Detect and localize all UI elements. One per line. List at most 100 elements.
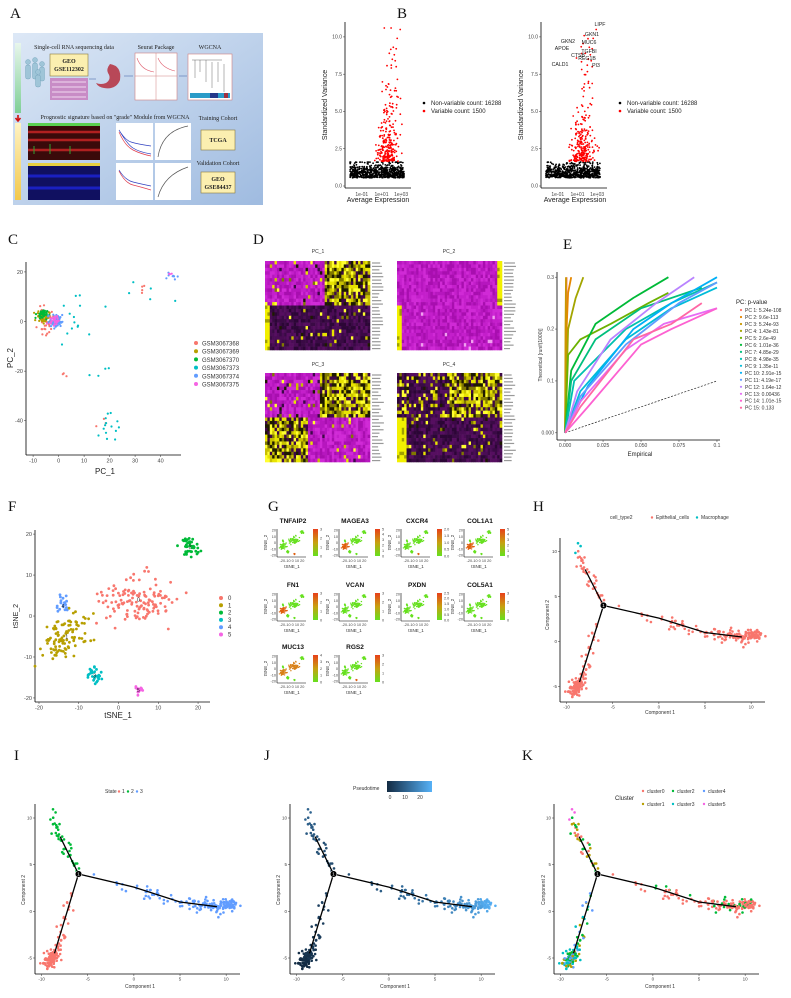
b-left-legend-variable: Variable count: 1500 bbox=[431, 109, 486, 115]
heatmap-cell bbox=[284, 396, 287, 401]
heatmap-cell bbox=[310, 373, 314, 377]
heatmap-cell bbox=[432, 264, 436, 269]
heatmap-cell bbox=[362, 278, 366, 282]
sample-point bbox=[132, 281, 135, 284]
heatmap-cell bbox=[459, 281, 462, 286]
heatmap-cell bbox=[401, 336, 405, 341]
heatmap-cell bbox=[461, 339, 465, 344]
heatmap-cell bbox=[420, 339, 424, 344]
legend-label: GSM3067374 bbox=[202, 374, 240, 380]
variable-gene-point bbox=[580, 45, 583, 48]
heatmap-cell bbox=[348, 329, 352, 334]
heatmap-cell bbox=[341, 332, 345, 337]
heatmap-cell bbox=[473, 264, 477, 269]
heatmap-cell bbox=[418, 295, 422, 299]
heatmap-cell bbox=[406, 346, 410, 351]
heatmap-cell bbox=[317, 383, 321, 387]
heatmap-cell bbox=[329, 295, 333, 299]
heatmap-cell bbox=[317, 264, 321, 269]
nonvariable-gene-point bbox=[587, 165, 590, 168]
heatmap-cell bbox=[397, 271, 400, 275]
heatmap-cell bbox=[362, 261, 366, 265]
heatmap-cell bbox=[425, 295, 429, 299]
heatmap-cell bbox=[456, 336, 460, 341]
heatmap-cell bbox=[461, 271, 465, 275]
sample-point bbox=[45, 312, 48, 315]
heatmap-cell bbox=[288, 281, 292, 286]
heatmap-cell bbox=[428, 264, 431, 269]
heatmap-cell bbox=[360, 271, 364, 275]
legend-swatch-nonvariable bbox=[618, 101, 622, 105]
nonvariable-gene-point bbox=[382, 163, 384, 165]
heatmap-cell bbox=[305, 274, 309, 279]
nonvariable-gene-point bbox=[380, 170, 383, 173]
heatmap-cell bbox=[296, 322, 299, 327]
heatmap-cell bbox=[322, 336, 325, 341]
heatmap-cell bbox=[497, 288, 500, 293]
heatmap-cell bbox=[355, 373, 359, 377]
heatmap-cell bbox=[293, 288, 297, 293]
heatmap-cell bbox=[420, 312, 424, 317]
variable-gene-point bbox=[585, 145, 587, 148]
heatmap-cell bbox=[442, 315, 446, 320]
heatmap-cell bbox=[310, 261, 314, 265]
heatmap-cell bbox=[305, 383, 309, 387]
heatmap-cell bbox=[281, 346, 285, 351]
heatmap-cell bbox=[274, 302, 278, 306]
heatmap-cell bbox=[365, 346, 368, 351]
heatmap-cell bbox=[406, 274, 410, 279]
heatmap-cell bbox=[451, 319, 455, 323]
variable-gene-point bbox=[378, 152, 380, 154]
heatmap-cell bbox=[343, 326, 347, 330]
heatmap-cell bbox=[362, 376, 366, 381]
heatmap-cell bbox=[451, 312, 455, 317]
heatmap-cell bbox=[451, 336, 455, 341]
heatmap-cell bbox=[307, 308, 311, 313]
heatmap-cell bbox=[267, 383, 271, 387]
heatmap-cell bbox=[329, 302, 333, 306]
heatmap-cell bbox=[442, 264, 446, 269]
heatmap-cell bbox=[298, 315, 302, 320]
heatmap-cell bbox=[487, 271, 491, 275]
heatmap-cell bbox=[327, 329, 330, 334]
heatmap-cell bbox=[499, 305, 503, 310]
heatmap-cell bbox=[293, 339, 297, 344]
heatmap-cell bbox=[305, 373, 309, 377]
sample-point bbox=[116, 420, 119, 423]
heatmap-cell bbox=[315, 326, 318, 330]
heatmap-cell bbox=[478, 336, 481, 341]
heatmap-cell bbox=[478, 295, 481, 299]
heatmap-cell bbox=[296, 278, 299, 282]
sample-point bbox=[128, 292, 131, 295]
heatmap-cell bbox=[324, 379, 328, 384]
heatmap-cell bbox=[367, 281, 371, 286]
heatmap-cell bbox=[487, 267, 491, 272]
heatmap-cell bbox=[470, 271, 474, 275]
heatmap-cell bbox=[279, 298, 283, 303]
variable-gene-point bbox=[583, 83, 586, 85]
heatmap-cell bbox=[346, 312, 349, 317]
heatmap-cell bbox=[480, 271, 484, 275]
heatmap-cell bbox=[348, 315, 352, 320]
heatmap-cell bbox=[346, 319, 349, 323]
heatmap-cell bbox=[269, 281, 273, 286]
heatmap-cell bbox=[312, 339, 316, 344]
heatmap-cell bbox=[298, 322, 302, 327]
nonvariable-gene-point bbox=[349, 170, 352, 173]
heatmap-cell bbox=[341, 322, 345, 327]
variable-gene-point bbox=[587, 148, 590, 151]
variable-gene-point bbox=[385, 130, 387, 133]
nonvariable-gene-point bbox=[393, 173, 396, 176]
heatmap-cell bbox=[293, 267, 297, 272]
heatmap-cell bbox=[272, 261, 275, 265]
heatmap-cell bbox=[365, 274, 368, 279]
heatmap-cell bbox=[353, 346, 356, 351]
heatmap-cell bbox=[341, 281, 345, 286]
heatmap-cell bbox=[286, 376, 290, 381]
heatmap-cell bbox=[329, 308, 333, 313]
heatmap-cell bbox=[305, 308, 309, 313]
heatmap-cell bbox=[485, 278, 488, 282]
heatmap-cell bbox=[420, 336, 424, 341]
heatmap-cell bbox=[343, 278, 347, 282]
heatmap-cell bbox=[296, 264, 299, 269]
